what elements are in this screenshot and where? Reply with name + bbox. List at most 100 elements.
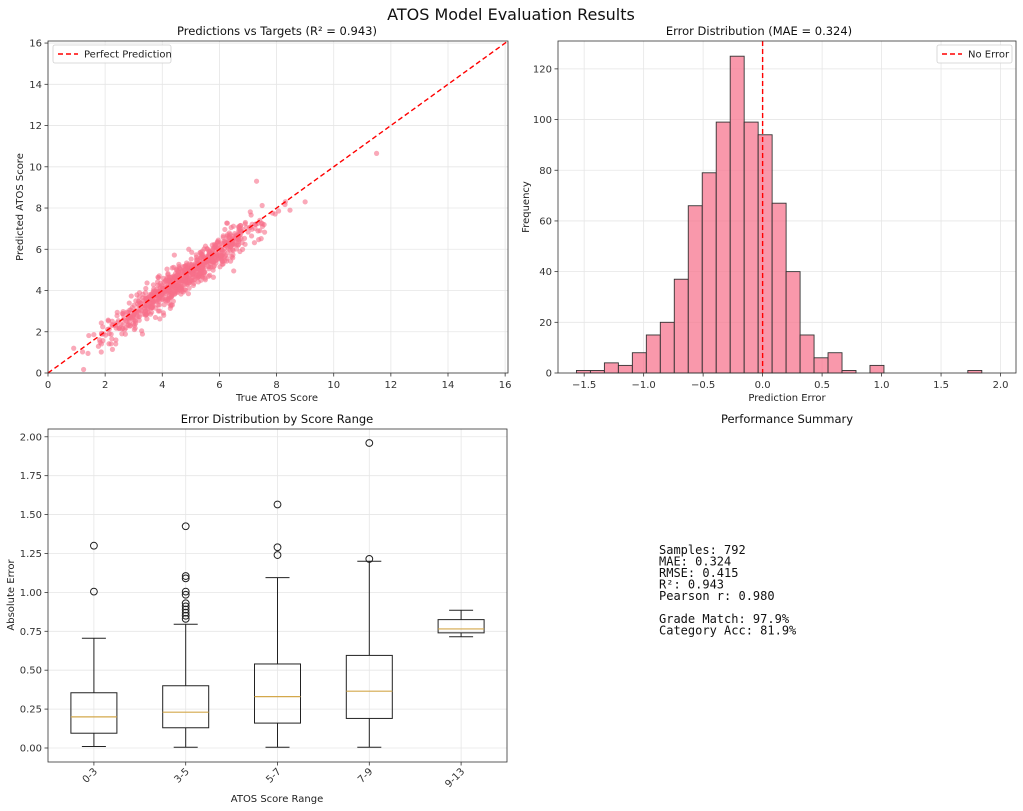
boxplot-outlier [181, 605, 190, 614]
scatter-point [114, 313, 120, 319]
scatter-point [81, 366, 87, 373]
histogram-bar [715, 121, 731, 374]
scatter-point [231, 268, 237, 274]
boxplot-outlier [365, 555, 374, 563]
histogram-grid [558, 41, 1016, 374]
histogram-bar [729, 55, 745, 374]
summary-line: Grade Match: 97.9% [659, 612, 790, 626]
scatter-xtick-label: 0 [45, 380, 51, 391]
boxplot-ylabel: Absolute Error [6, 558, 17, 630]
scatter-title: Predictions vs Targets (R² = 0.943) [177, 24, 377, 38]
scatter-point [156, 308, 163, 314]
boxplot-outlier [181, 599, 190, 608]
boxplot-outlier [181, 614, 190, 623]
scatter-point [122, 331, 128, 337]
scatter-point [230, 223, 237, 229]
scatter-point [175, 284, 181, 290]
scatter-point [154, 279, 161, 285]
scatter-ytick-label: 6 [36, 245, 42, 256]
boxplot-ytick-label: 1.75 [20, 471, 42, 482]
histogram-xtick-label: 1.0 [874, 380, 890, 391]
scatter-point [109, 322, 115, 328]
scatter-ytick-label: 14 [29, 80, 42, 91]
histogram-bar [659, 321, 675, 374]
scatter-panel: Predictions vs Targets (R² = 0.943) 0 2 4 6… [15, 24, 512, 404]
histogram-legend-label: No Error [968, 50, 1010, 61]
histogram-ylabel: Frequency [521, 181, 532, 233]
scatter-point [91, 332, 97, 338]
scatter-point [251, 240, 258, 246]
scatter-point [198, 277, 204, 283]
scatter-ytick-label: 2 [36, 327, 42, 338]
histogram-xtick-label: −1.5 [572, 380, 596, 391]
boxplot-outlier [181, 602, 190, 611]
scatter-point [150, 282, 157, 288]
scatter-point [239, 239, 245, 246]
scatter-point [188, 256, 194, 262]
scatter-xtick-label: 8 [273, 380, 279, 391]
boxplot-box-group [70, 541, 118, 747]
scatter-point [194, 257, 200, 263]
boxplot-outlier [90, 541, 98, 550]
scatter-point [116, 325, 122, 331]
scatter-xtick-label: 16 [499, 380, 512, 391]
scatter-point [199, 264, 205, 270]
scatter-point [253, 178, 260, 184]
scatter-ylabel: Predicted ATOS Score [15, 153, 26, 261]
scatter-ytick-label: 4 [36, 286, 42, 297]
histogram-bar [771, 202, 787, 374]
histogram-title: Error Distribution (MAE = 0.324) [666, 24, 852, 38]
boxplot-outlier [181, 590, 190, 599]
scatter-point [98, 349, 104, 355]
boxplot-ytick-label: 0.00 [20, 743, 42, 754]
boxplot-outlier [365, 439, 374, 447]
summary-line: R²: 0.943 [659, 578, 724, 592]
scatter-point [167, 278, 173, 285]
boxplot-box [254, 663, 301, 724]
scatter-point [157, 316, 163, 322]
histogram-ytick-label: 0 [546, 369, 552, 380]
scatter-point [118, 321, 124, 327]
scatter-point [218, 253, 224, 259]
scatter-frame [47, 40, 509, 374]
scatter-point [178, 280, 184, 286]
summary-line: Pearson r: 0.980 [659, 589, 775, 603]
scatter-point [256, 237, 262, 243]
boxplot-outlier [273, 500, 282, 509]
histogram-bar [687, 205, 703, 374]
scatter-point [224, 220, 230, 226]
scatter-point [153, 305, 159, 311]
scatter-ytick-label: 0 [36, 369, 42, 380]
histogram-xtick-label: −1.0 [632, 380, 656, 391]
scatter-point [287, 207, 293, 213]
scatter-point [373, 150, 380, 156]
histogram-bars [575, 55, 983, 374]
scatter-point [210, 267, 216, 273]
scatter-ytick-label: 8 [36, 204, 42, 215]
histogram-bar [743, 121, 759, 374]
boxplot-outlier [273, 543, 282, 552]
scatter-point [211, 263, 217, 269]
summary-line: MAE: 0.324 [659, 555, 731, 569]
scatter-point [178, 291, 184, 297]
scatter-point [108, 341, 114, 347]
scatter-point [237, 226, 243, 232]
boxplot-outlier [181, 572, 190, 580]
scatter-point [122, 318, 129, 324]
scatter-point [105, 317, 111, 323]
boxplot-box [437, 619, 485, 634]
scatter-point [144, 316, 150, 322]
scatter-point [113, 341, 119, 347]
histogram-xtick-label: 0.0 [755, 380, 771, 391]
scatter-point [191, 280, 197, 286]
histogram-ticks: −1.5 −1.0 −0.5 0.0 0.5 1.0 1.5 2.0 0 20 40 60 80 100 1… [533, 64, 1009, 391]
scatter-point [108, 331, 114, 337]
scatter-point [206, 248, 212, 254]
histogram-bar [813, 357, 829, 374]
scatter-point [131, 311, 137, 317]
scatter-point [176, 261, 182, 267]
scatter-point [166, 288, 172, 294]
scatter-point [200, 260, 206, 266]
